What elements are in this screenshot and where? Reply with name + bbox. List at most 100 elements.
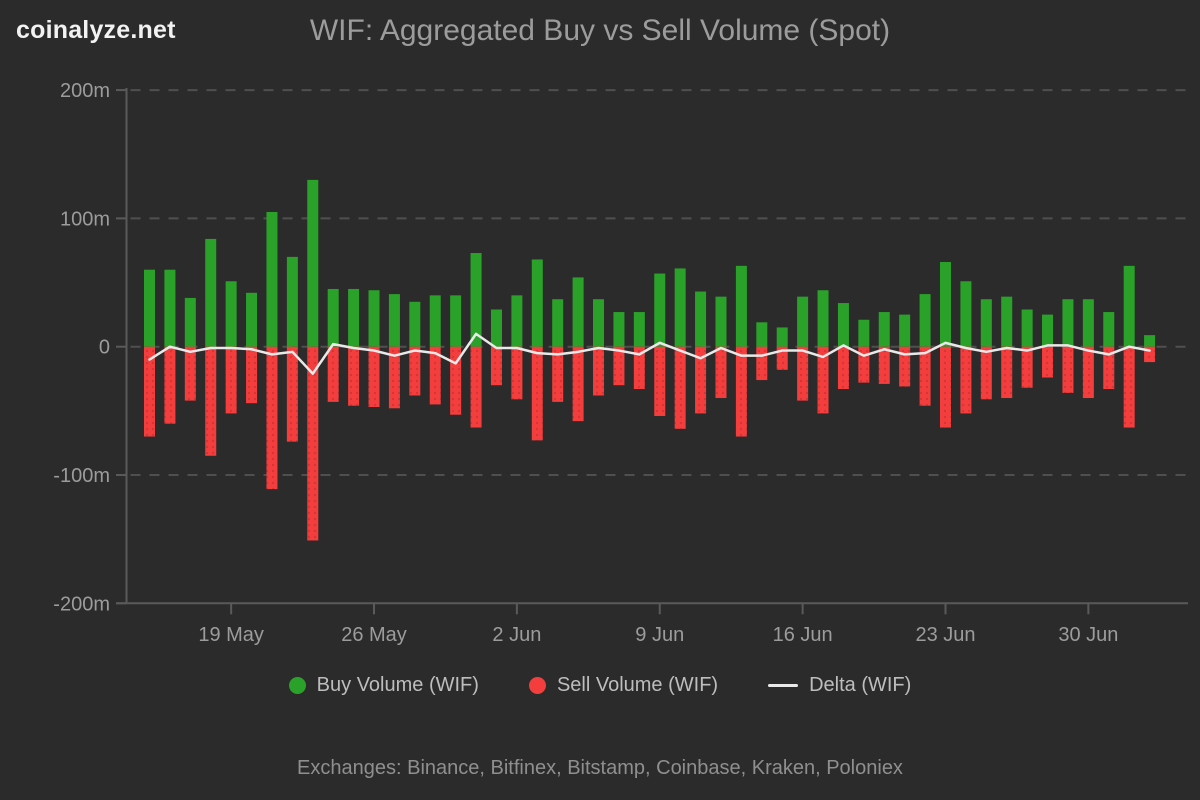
- sell-bar[interactable]: [593, 346, 605, 396]
- buy-bar[interactable]: [654, 273, 666, 347]
- sell-bar[interactable]: [1144, 346, 1156, 363]
- sell-bar[interactable]: [878, 346, 890, 384]
- buy-bar[interactable]: [1082, 299, 1094, 347]
- sell-bar[interactable]: [797, 346, 809, 401]
- volume-chart[interactable]: 200m 100m 0 -100m -200m 19 May 26 May 2 Jun 9 Ju…: [0, 0, 1200, 660]
- buy-bar[interactable]: [715, 296, 727, 347]
- buy-bar[interactable]: [1103, 312, 1115, 347]
- buy-bar[interactable]: [450, 295, 462, 347]
- buy-bar[interactable]: [735, 265, 747, 347]
- sell-bar[interactable]: [1021, 346, 1033, 388]
- buy-bar[interactable]: [960, 281, 972, 347]
- sell-bar[interactable]: [1082, 346, 1094, 399]
- buy-bar[interactable]: [552, 299, 564, 347]
- sell-bar[interactable]: [695, 346, 707, 414]
- sell-bar[interactable]: [205, 346, 217, 456]
- buy-bar[interactable]: [817, 290, 829, 347]
- buy-bar[interactable]: [409, 301, 421, 347]
- legend-item-buy-volume[interactable]: Buy Volume (WIF): [288, 674, 479, 697]
- sell-bar[interactable]: [327, 346, 339, 402]
- buy-bar[interactable]: [1001, 296, 1013, 347]
- buy-bar[interactable]: [633, 312, 645, 347]
- buy-bar[interactable]: [184, 297, 196, 347]
- buy-bar[interactable]: [1123, 265, 1135, 347]
- buy-bar[interactable]: [266, 211, 278, 347]
- sell-bar[interactable]: [531, 346, 543, 441]
- sell-bar[interactable]: [756, 346, 768, 381]
- buy-bar[interactable]: [348, 288, 360, 347]
- sell-bar[interactable]: [674, 346, 686, 429]
- buy-bar[interactable]: [919, 294, 931, 347]
- legend-item-delta[interactable]: Delta (WIF): [768, 674, 911, 697]
- buy-bar[interactable]: [572, 277, 584, 347]
- sell-bar[interactable]: [511, 346, 523, 400]
- buy-bar[interactable]: [225, 281, 237, 347]
- buy-bar[interactable]: [1062, 299, 1074, 347]
- sell-bar[interactable]: [613, 346, 625, 386]
- sell-bar[interactable]: [225, 346, 237, 414]
- sell-bar[interactable]: [266, 346, 278, 490]
- sell-bar[interactable]: [144, 346, 155, 437]
- sell-bar[interactable]: [286, 346, 298, 442]
- sell-bar[interactable]: [409, 346, 421, 396]
- sell-bar[interactable]: [939, 346, 951, 428]
- legend-item-sell-volume[interactable]: Sell Volume (WIF): [528, 674, 718, 697]
- buy-bar[interactable]: [797, 296, 809, 347]
- buy-bar[interactable]: [246, 292, 258, 347]
- sell-bar[interactable]: [633, 346, 645, 390]
- buy-bar[interactable]: [878, 312, 890, 347]
- buy-bar[interactable]: [429, 295, 441, 347]
- buy-bar[interactable]: [144, 269, 155, 347]
- sell-bar[interactable]: [980, 346, 992, 400]
- buy-bar[interactable]: [1042, 314, 1054, 347]
- sell-bar[interactable]: [246, 346, 258, 404]
- buy-bar[interactable]: [939, 262, 951, 347]
- sell-bar[interactable]: [450, 346, 462, 415]
- sell-bar[interactable]: [735, 346, 747, 437]
- buy-bar[interactable]: [531, 259, 543, 347]
- sell-bar[interactable]: [960, 346, 972, 414]
- buy-bar[interactable]: [837, 303, 849, 347]
- buy-bar[interactable]: [368, 290, 380, 347]
- sell-bar[interactable]: [837, 346, 849, 390]
- sell-bar[interactable]: [817, 346, 829, 414]
- sell-bar[interactable]: [368, 346, 380, 408]
- buy-bar[interactable]: [388, 294, 400, 347]
- delta-line[interactable]: [148, 332, 1151, 375]
- sell-bar[interactable]: [470, 346, 482, 428]
- sell-bar[interactable]: [1042, 346, 1054, 378]
- sell-bar[interactable]: [552, 346, 564, 402]
- buy-bar[interactable]: [1021, 309, 1033, 347]
- buy-bar[interactable]: [776, 327, 788, 347]
- sell-bar[interactable]: [858, 346, 870, 383]
- buy-bar[interactable]: [593, 299, 605, 347]
- sell-bar[interactable]: [715, 346, 727, 399]
- sell-bar[interactable]: [490, 346, 502, 386]
- buy-bar[interactable]: [511, 295, 523, 347]
- buy-bar[interactable]: [756, 322, 768, 347]
- buy-bar[interactable]: [286, 256, 298, 347]
- sell-bar[interactable]: [919, 346, 931, 406]
- buy-bar[interactable]: [307, 179, 319, 347]
- sell-bar[interactable]: [899, 346, 911, 387]
- buy-bar[interactable]: [490, 309, 502, 347]
- buy-bar[interactable]: [327, 288, 339, 347]
- sell-bar[interactable]: [388, 346, 400, 409]
- buy-bar[interactable]: [858, 319, 870, 347]
- sell-bar[interactable]: [654, 346, 666, 416]
- sell-bar[interactable]: [348, 346, 360, 406]
- buy-bar[interactable]: [205, 238, 217, 347]
- buy-bar[interactable]: [980, 299, 992, 347]
- sell-bar[interactable]: [164, 346, 176, 424]
- sell-bar[interactable]: [307, 346, 319, 541]
- sell-bar[interactable]: [572, 346, 584, 422]
- buy-bar[interactable]: [470, 253, 482, 347]
- buy-bar[interactable]: [899, 314, 911, 347]
- sell-bar[interactable]: [776, 346, 788, 370]
- buy-bar[interactable]: [164, 269, 176, 347]
- sell-bar[interactable]: [1062, 346, 1074, 393]
- buy-bar[interactable]: [695, 291, 707, 347]
- sell-bar[interactable]: [184, 346, 196, 401]
- buy-bar[interactable]: [613, 312, 625, 347]
- sell-bar[interactable]: [1103, 346, 1115, 390]
